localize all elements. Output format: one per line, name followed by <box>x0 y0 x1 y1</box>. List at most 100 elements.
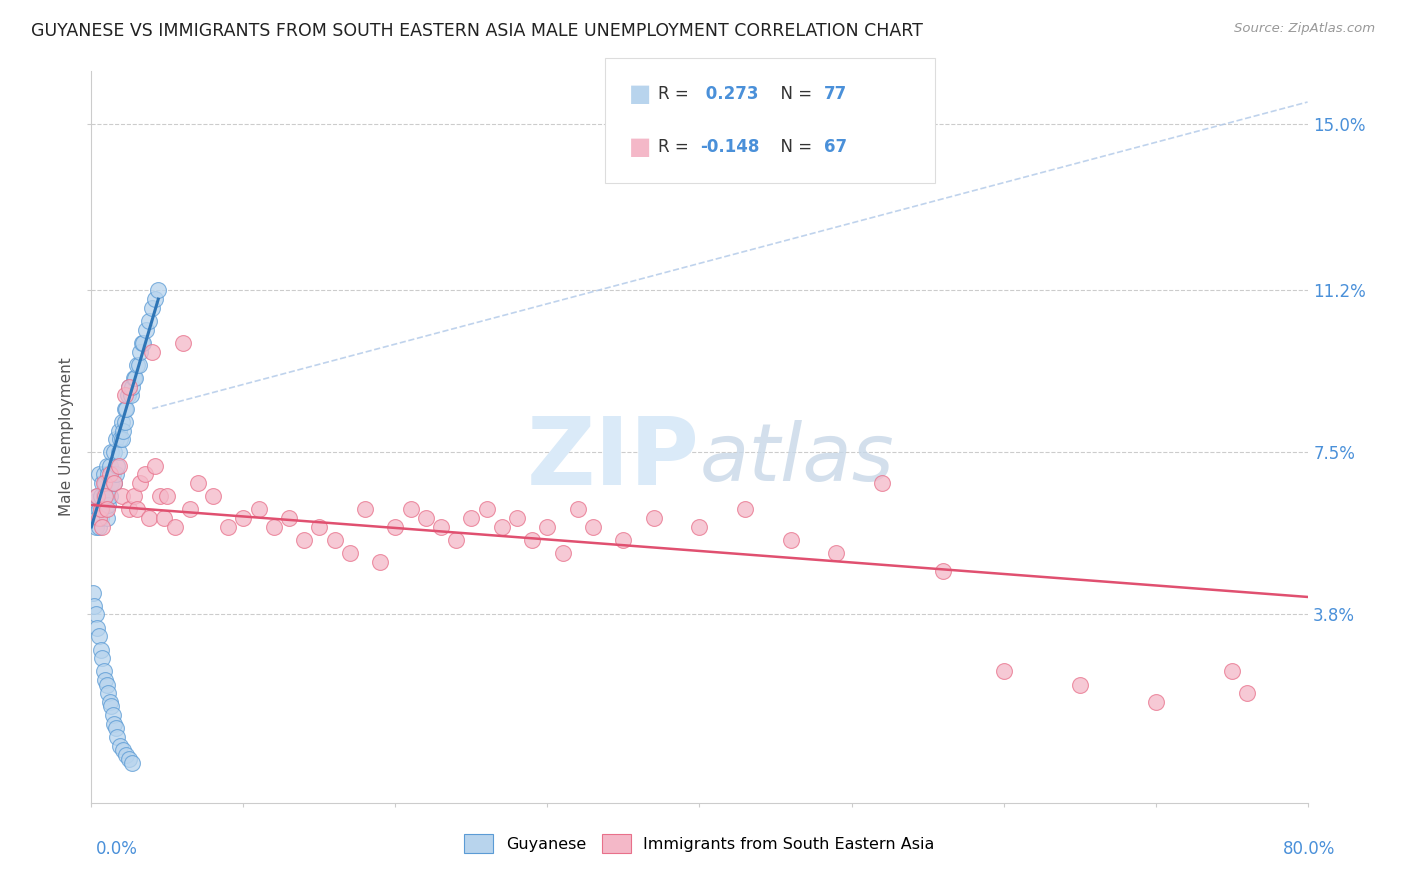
Point <box>163 520 186 534</box>
Point <box>551 546 574 560</box>
Point <box>993 665 1015 679</box>
Point <box>91 476 114 491</box>
Point <box>143 458 166 473</box>
Point <box>567 502 589 516</box>
Point <box>138 511 160 525</box>
Text: N =: N = <box>770 85 818 103</box>
Point <box>91 502 114 516</box>
Point <box>114 401 136 416</box>
Point <box>121 380 143 394</box>
Text: 0.0%: 0.0% <box>96 840 138 858</box>
Point <box>96 489 118 503</box>
Point <box>94 476 117 491</box>
Point <box>475 502 498 516</box>
Point <box>86 621 108 635</box>
Point <box>107 458 129 473</box>
Point <box>103 476 125 491</box>
Point <box>138 314 160 328</box>
Point <box>104 722 127 736</box>
Point <box>125 502 148 516</box>
Point <box>104 432 127 446</box>
Point <box>96 458 118 473</box>
Point <box>121 756 143 771</box>
Point <box>131 335 153 350</box>
Point <box>612 533 634 547</box>
Text: -0.148: -0.148 <box>700 138 759 156</box>
Point <box>89 511 111 525</box>
Point <box>107 445 129 459</box>
Point <box>148 284 170 298</box>
Point <box>825 546 848 560</box>
Point <box>112 743 135 757</box>
Point <box>522 533 544 547</box>
Point <box>105 730 128 744</box>
Point <box>491 520 513 534</box>
Point <box>122 371 145 385</box>
Point <box>98 489 121 503</box>
Point <box>870 476 893 491</box>
Point <box>143 292 166 306</box>
Point <box>97 467 120 482</box>
Text: atlas: atlas <box>699 420 894 498</box>
Point <box>114 415 136 429</box>
Point <box>87 629 110 643</box>
Point <box>93 476 115 491</box>
Point <box>98 458 121 473</box>
Point <box>84 607 107 622</box>
Point <box>110 739 132 753</box>
Point <box>91 651 114 665</box>
Point <box>96 511 118 525</box>
Point <box>1236 686 1258 700</box>
Point <box>339 546 361 560</box>
Point <box>129 344 152 359</box>
Point <box>111 415 134 429</box>
Point <box>87 511 110 525</box>
Point <box>118 380 141 394</box>
Point <box>86 489 108 503</box>
Point <box>87 520 110 534</box>
Point <box>89 642 111 657</box>
Point <box>354 502 377 516</box>
Point <box>82 511 104 525</box>
Point <box>135 323 157 337</box>
Point <box>100 445 122 459</box>
Point <box>107 424 129 438</box>
Text: ■: ■ <box>628 82 651 106</box>
Point <box>118 380 141 394</box>
Point <box>84 493 107 508</box>
Point <box>149 489 172 503</box>
Point <box>734 502 756 516</box>
Text: GUYANESE VS IMMIGRANTS FROM SOUTH EASTERN ASIA MALE UNEMPLOYMENT CORRELATION CHA: GUYANESE VS IMMIGRANTS FROM SOUTH EASTER… <box>31 22 922 40</box>
Point <box>98 695 121 709</box>
Point <box>94 502 117 516</box>
Point <box>101 708 124 723</box>
Text: ■: ■ <box>628 135 651 159</box>
Point <box>83 599 105 613</box>
Point <box>83 502 105 516</box>
Point <box>323 533 346 547</box>
Point <box>156 489 179 503</box>
Point <box>187 476 209 491</box>
Point <box>308 520 330 534</box>
Point <box>132 335 155 350</box>
Point <box>112 424 135 438</box>
Point <box>110 432 132 446</box>
Point <box>430 520 453 534</box>
Point <box>202 489 225 503</box>
Point <box>779 533 801 547</box>
Text: 77: 77 <box>824 85 848 103</box>
Point <box>292 533 315 547</box>
Point <box>217 520 239 534</box>
Point <box>98 467 121 482</box>
Text: R =: R = <box>658 138 695 156</box>
Point <box>87 502 110 516</box>
Point <box>105 458 128 473</box>
Point <box>103 476 125 491</box>
Text: ZIP: ZIP <box>527 413 699 505</box>
Point <box>129 476 152 491</box>
Text: R =: R = <box>658 85 695 103</box>
Point <box>384 520 406 534</box>
Text: 0.273: 0.273 <box>700 85 759 103</box>
Point <box>93 665 115 679</box>
Point <box>399 502 422 516</box>
